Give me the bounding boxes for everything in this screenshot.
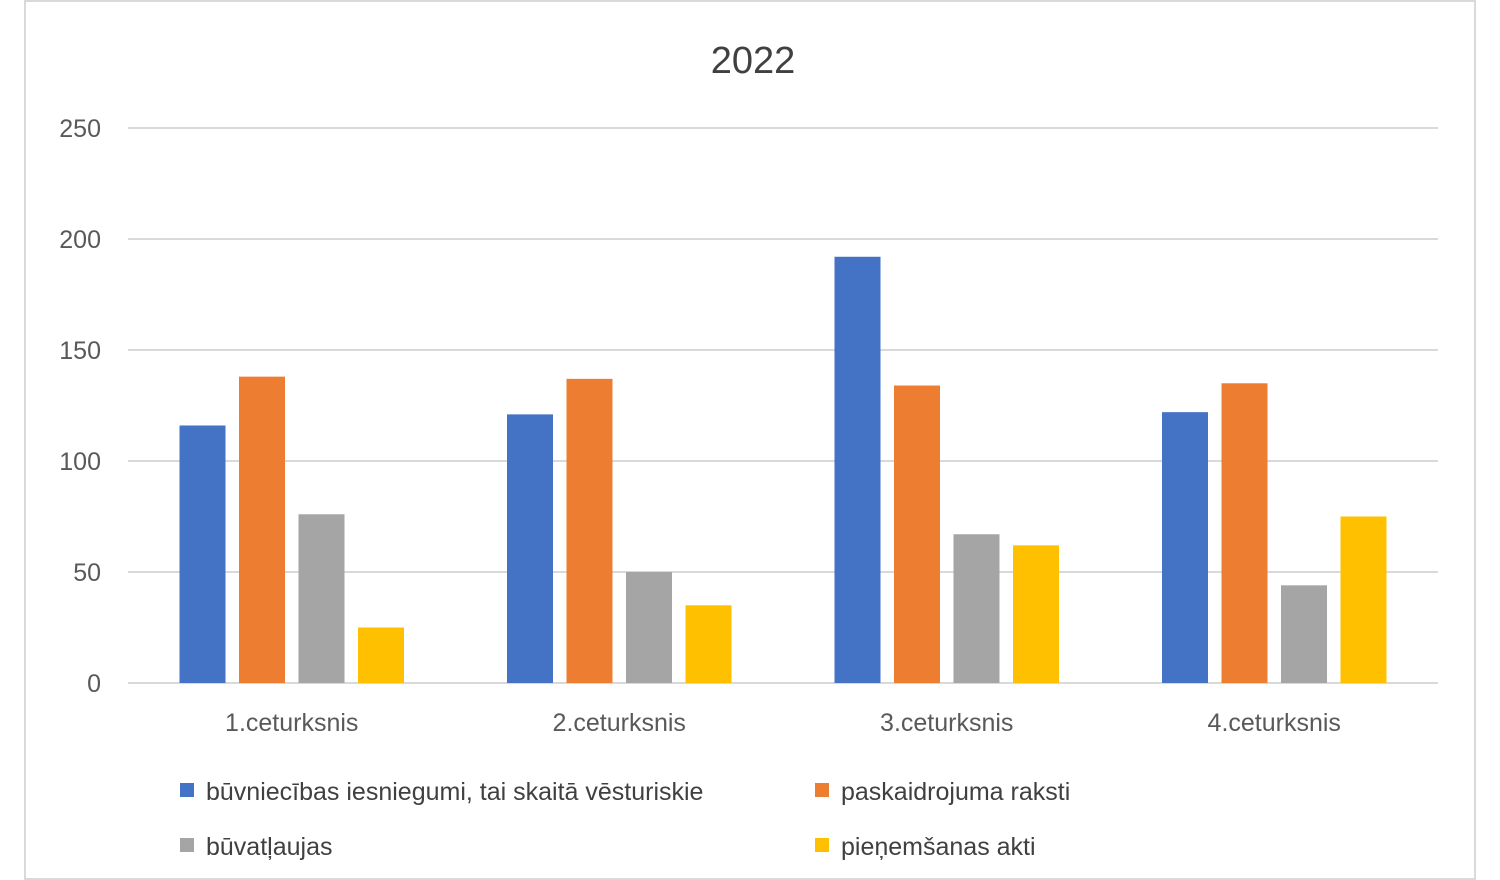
- bar-3-1: [298, 514, 345, 683]
- bar-chart: 2022 0 50 100 150 200 250 1.ceturksnis 2.cetur…: [59, 40, 1438, 860]
- legend-swatch: [180, 783, 194, 797]
- bars: [179, 256, 1387, 683]
- y-tick-label: 250: [59, 115, 101, 143]
- y-tick-label: 50: [73, 559, 101, 587]
- bar-2-2: [566, 378, 613, 683]
- legend-label: būvatļaujas: [206, 833, 332, 860]
- x-tick-label: 4.ceturksnis: [1208, 709, 1341, 737]
- bar-1-4: [1162, 412, 1208, 683]
- bar-2-1: [239, 376, 285, 683]
- bar-4-1: [358, 627, 404, 683]
- legend-label: būvniecības iesniegumi, tai skaitā vēstu…: [206, 778, 703, 806]
- bar-2-3: [894, 385, 940, 683]
- bar-3-4: [1281, 585, 1327, 683]
- y-tick-label: 200: [59, 226, 101, 254]
- bar-3-3: [953, 534, 1000, 683]
- x-axis-labels: 1.ceturksnis 2.ceturksnis 3.ceturksnis 4.ce…: [225, 709, 1341, 737]
- chart-title: 2022: [711, 40, 796, 82]
- y-tick-label: 100: [59, 448, 101, 476]
- legend-label: paskaidrojuma raksti: [841, 778, 1070, 806]
- x-tick-label: 2.ceturksnis: [553, 709, 686, 737]
- legend-label: pieņemšanas akti: [841, 833, 1036, 860]
- bar-4-3: [1013, 545, 1059, 683]
- y-tick-label: 150: [59, 337, 101, 365]
- legend-swatch: [180, 838, 194, 852]
- y-axis-ticks: 0 50 100 150 200 250: [59, 115, 101, 698]
- legend-swatch: [815, 838, 829, 852]
- bar-1-3: [834, 256, 881, 683]
- gridlines: [128, 127, 1438, 684]
- bar-4-2: [685, 605, 732, 683]
- bar-1-1: [179, 425, 226, 683]
- x-tick-label: 1.ceturksnis: [225, 709, 358, 737]
- x-tick-label: 3.ceturksnis: [880, 709, 1013, 737]
- legend-swatch: [815, 783, 829, 797]
- y-tick-label: 0: [87, 670, 101, 698]
- bar-2-4: [1221, 383, 1268, 683]
- bar-4-4: [1340, 516, 1387, 683]
- legend: būvniecības iesniegumi, tai skaitā vēstu…: [180, 778, 1070, 860]
- bar-3-2: [626, 572, 672, 683]
- bar-1-2: [507, 414, 553, 683]
